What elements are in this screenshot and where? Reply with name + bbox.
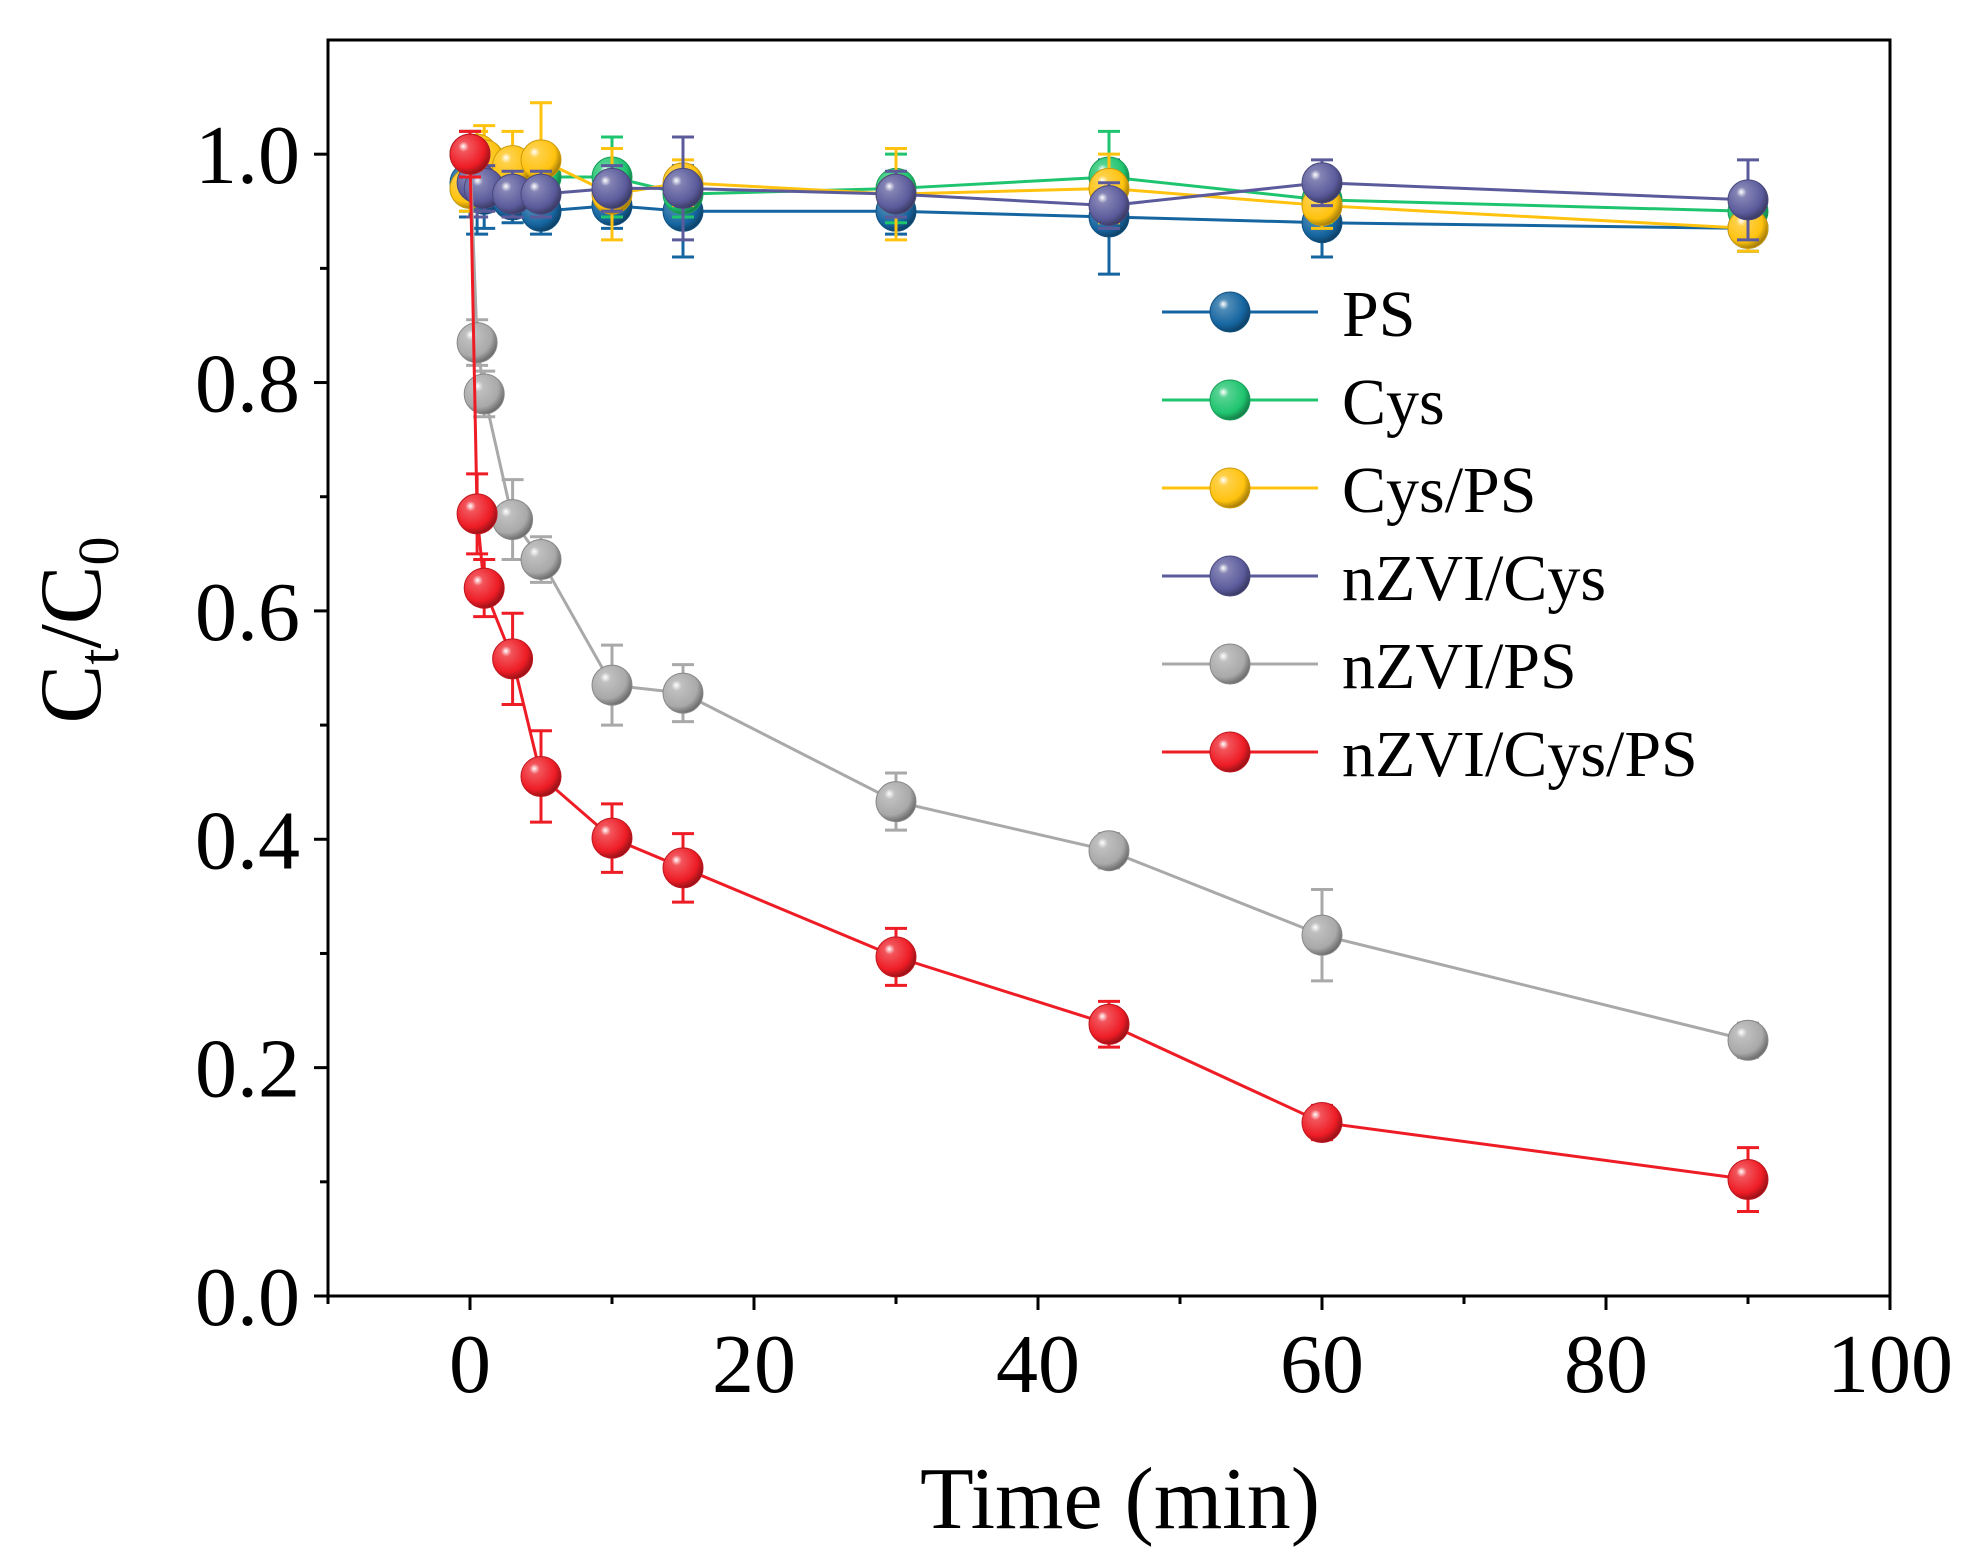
legend: PS Cys Cys/PS nZVI/Cys nZVI/PS nZVI/Cys/PS: [1162, 278, 1698, 791]
legend-marker: [1209, 643, 1251, 685]
legend-label: nZVI/Cys/PS: [1342, 718, 1698, 791]
y-tick-label: 0.4: [195, 794, 300, 887]
legend-marker: [1209, 467, 1251, 509]
data-point: [662, 672, 704, 714]
legend-item: PS: [1162, 278, 1415, 351]
legend-label: PS: [1342, 278, 1415, 351]
x-tick-label: 100: [1827, 1318, 1953, 1411]
data-point: [456, 322, 498, 364]
y-tick-label: 0.2: [195, 1023, 300, 1116]
data-point: [1088, 185, 1130, 227]
y-axis-title-c: C: [23, 665, 120, 724]
data-point: [463, 567, 505, 609]
x-axis-title: Time (min): [920, 1451, 1320, 1548]
series-nzvi-cys-ps: [449, 129, 1769, 1214]
series-layer: [449, 101, 1769, 1214]
x-tick-label: 20: [712, 1318, 796, 1411]
legend-item: Cys/PS: [1162, 454, 1536, 527]
legend-item: nZVI/Cys/PS: [1162, 718, 1698, 791]
legend-marker: [1209, 379, 1251, 421]
data-point: [1301, 162, 1343, 204]
legend-marker: [1209, 731, 1251, 773]
data-point: [520, 755, 562, 797]
data-point: [591, 817, 633, 859]
legend-label: Cys/PS: [1342, 454, 1536, 527]
data-point: [875, 936, 917, 978]
data-point: [1301, 914, 1343, 956]
data-point: [456, 493, 498, 535]
data-point: [1727, 1019, 1769, 1061]
legend-marker: [1209, 291, 1251, 333]
y-tick-label: 0.8: [195, 338, 300, 431]
y-axis-title-subscript-0: 0: [66, 537, 131, 566]
data-point: [1088, 830, 1130, 872]
data-point: [520, 173, 562, 215]
data-point: [492, 638, 534, 680]
y-axis-title-c2: C: [23, 566, 120, 625]
data-point: [520, 539, 562, 581]
x-tick-label: 40: [996, 1318, 1080, 1411]
legend-label: nZVI/PS: [1342, 630, 1577, 703]
axis-layer: 0 20 40 60 80 100 0.0 0.2 0.4 0.6 0.8 1.0: [195, 109, 1953, 1411]
legend-marker: [1209, 555, 1251, 597]
data-point: [1301, 1101, 1343, 1143]
legend-label: Cys: [1342, 366, 1445, 439]
legend-label: nZVI/Cys: [1342, 542, 1606, 615]
data-point: [1727, 179, 1769, 221]
y-tick-label: 0.0: [195, 1251, 300, 1344]
x-tick-label: 80: [1564, 1318, 1648, 1411]
legend-item: Cys: [1162, 366, 1445, 439]
x-tick-label: 0: [449, 1318, 491, 1411]
y-axis-title-slash: /: [23, 624, 120, 649]
data-point: [591, 664, 633, 706]
data-point: [1727, 1159, 1769, 1201]
data-point: [463, 373, 505, 415]
plot-frame: [326, 38, 1892, 1298]
data-point: [1088, 1003, 1130, 1045]
y-tick-label: 0.6: [195, 566, 300, 659]
data-point: [662, 167, 704, 209]
data-point: [492, 499, 534, 541]
data-point: [449, 133, 491, 175]
data-point: [662, 847, 704, 889]
y-axis-title: Ct/C0: [23, 537, 131, 724]
legend-item: nZVI/Cys: [1162, 542, 1606, 615]
series-nzvi-cys: [449, 129, 1769, 242]
legend-item: nZVI/PS: [1162, 630, 1577, 703]
data-point: [591, 167, 633, 209]
x-tick-label: 60: [1280, 1318, 1364, 1411]
data-point: [875, 173, 917, 215]
data-point: [875, 781, 917, 823]
y-tick-label: 1.0: [195, 109, 300, 202]
y-axis-title-subscript-t: t: [66, 649, 131, 665]
